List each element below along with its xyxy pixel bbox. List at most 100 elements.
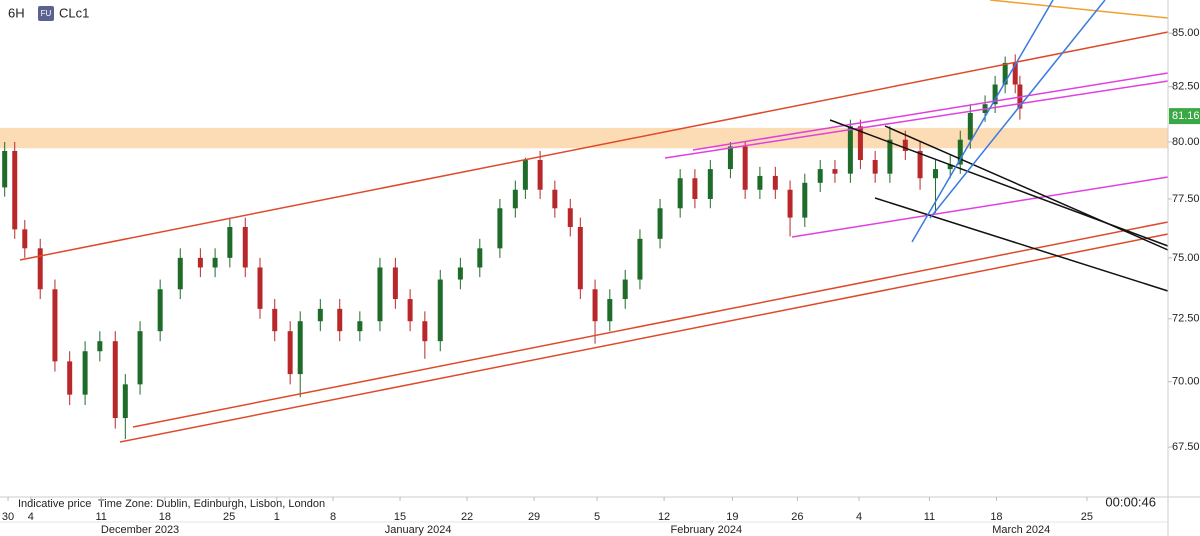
month-label: January 2024 bbox=[385, 524, 452, 536]
candle-body bbox=[22, 229, 28, 249]
candle-body bbox=[677, 178, 683, 209]
candle-body bbox=[947, 164, 953, 170]
clock: 00:00:46 bbox=[1105, 494, 1156, 509]
candle-body bbox=[227, 227, 233, 258]
candle-body bbox=[122, 384, 128, 419]
x-tick-label: 25 bbox=[223, 511, 235, 523]
x-tick-label: 22 bbox=[461, 511, 473, 523]
x-tick-label: 11 bbox=[924, 511, 935, 523]
candle-body bbox=[537, 160, 543, 190]
candle-body bbox=[297, 321, 303, 375]
candle-body bbox=[802, 182, 808, 218]
candle-body bbox=[1002, 62, 1008, 85]
candle-body bbox=[742, 146, 748, 190]
candle-body bbox=[707, 169, 713, 199]
candle-body bbox=[437, 279, 443, 342]
candle-body bbox=[567, 208, 573, 228]
candle-body bbox=[607, 299, 613, 322]
candle-body bbox=[727, 146, 733, 170]
x-tick-label: 12 bbox=[658, 511, 670, 523]
candle-body bbox=[317, 308, 323, 322]
candle-body bbox=[1012, 62, 1018, 85]
x-tick-label: 18 bbox=[990, 511, 1002, 523]
x-tick-label: 4 bbox=[28, 511, 34, 523]
candle-body bbox=[522, 160, 528, 190]
candle-body bbox=[637, 238, 643, 280]
x-tick-label: 18 bbox=[159, 511, 171, 523]
candle-body bbox=[272, 308, 278, 332]
x-tick-label: 4 bbox=[856, 511, 862, 523]
trend-line bbox=[874, 197, 1169, 292]
candle-body bbox=[97, 341, 103, 352]
candle-body bbox=[212, 257, 218, 268]
trend-line bbox=[884, 125, 1169, 251]
x-tick-label: 15 bbox=[394, 511, 406, 523]
trend-line bbox=[132, 221, 1169, 428]
candle-body bbox=[37, 248, 43, 290]
timeframe: 6H bbox=[8, 5, 25, 20]
candle-body bbox=[477, 248, 483, 268]
candle-body bbox=[932, 169, 938, 179]
candle-body bbox=[772, 175, 778, 190]
y-tick-label: 80.00 bbox=[1172, 136, 1200, 148]
y-tick-label: 72.50 bbox=[1172, 313, 1200, 325]
candle-body bbox=[917, 150, 923, 179]
x-tick-label: 19 bbox=[726, 511, 738, 523]
month-label: February 2024 bbox=[671, 524, 743, 536]
trend-line bbox=[929, 0, 1106, 219]
y-tick-label: 77.50 bbox=[1172, 193, 1200, 205]
candle-body bbox=[377, 267, 383, 322]
candle-body bbox=[337, 308, 343, 332]
candle-body bbox=[287, 331, 293, 375]
trend-line bbox=[119, 233, 1169, 443]
chart-title: CLc1 bbox=[59, 5, 89, 20]
trend-line bbox=[791, 176, 1169, 238]
candle-body bbox=[957, 139, 963, 165]
candle-body bbox=[902, 139, 908, 151]
x-tick-label: 8 bbox=[330, 511, 336, 523]
candle-body bbox=[457, 267, 463, 280]
y-tick-label: 85.00 bbox=[1172, 27, 1200, 39]
x-tick-label: 11 bbox=[95, 511, 106, 523]
candle-body bbox=[512, 189, 518, 209]
month-label: December 2023 bbox=[101, 524, 179, 536]
timezone: Time Zone: Dublin, Edinburgh, Lisbon, Lo… bbox=[98, 498, 325, 510]
candle-body bbox=[257, 267, 263, 309]
candle-body bbox=[592, 289, 598, 322]
candle-body bbox=[197, 257, 203, 268]
candle-body bbox=[847, 126, 853, 174]
trend-line bbox=[692, 72, 1169, 151]
y-tick-label: 67.50 bbox=[1172, 441, 1200, 453]
candle-body bbox=[692, 178, 698, 199]
candle-body bbox=[52, 289, 58, 362]
candle-body bbox=[422, 321, 428, 342]
candle-body bbox=[577, 227, 583, 290]
y-tick-label: 70.00 bbox=[1172, 376, 1200, 388]
y-tick-label: 82.50 bbox=[1172, 81, 1200, 93]
candle-body bbox=[497, 208, 503, 249]
candle-body bbox=[242, 227, 248, 268]
candle-body bbox=[857, 126, 863, 161]
candle-body bbox=[832, 169, 838, 174]
drawings bbox=[19, 0, 1169, 443]
candle-body bbox=[787, 189, 793, 218]
badge-bg bbox=[38, 6, 54, 21]
candle-body bbox=[622, 279, 628, 300]
trend-line bbox=[19, 31, 1169, 261]
candle-body bbox=[12, 150, 18, 230]
trend-line bbox=[664, 80, 1169, 159]
candle-body bbox=[137, 331, 143, 385]
last-price-label: 81.16 bbox=[1172, 110, 1200, 122]
x-tick-label: 1 bbox=[274, 511, 280, 523]
last-price-tag bbox=[1169, 108, 1200, 125]
trend-line bbox=[911, 0, 1054, 243]
candle-body bbox=[67, 361, 73, 395]
candle-body bbox=[112, 341, 118, 419]
badge: FU bbox=[41, 9, 52, 18]
y-tick-label: 75.00 bbox=[1172, 252, 1200, 264]
candle-body bbox=[887, 139, 893, 174]
candle-body bbox=[992, 84, 998, 105]
candle-body bbox=[967, 113, 973, 140]
candle-body bbox=[817, 169, 823, 183]
